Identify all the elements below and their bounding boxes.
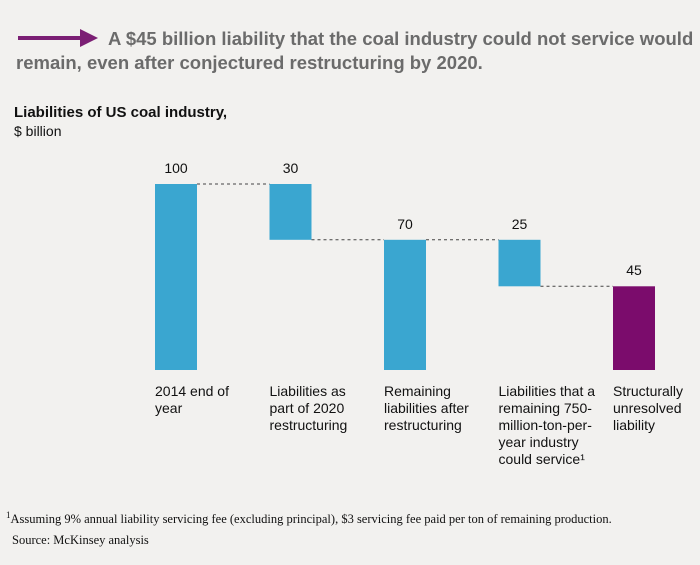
x-tick-label: Remaining liabilities after restructurin… (384, 383, 469, 433)
bar (155, 184, 197, 370)
value-label: 45 (626, 262, 642, 279)
bar (613, 286, 655, 370)
bar (384, 239, 426, 370)
arrow-head (80, 29, 98, 47)
chart-subtitle: $ billion (14, 123, 62, 139)
footnote-text: Assuming 9% annual liability servicing f… (10, 512, 612, 527)
footnote-marker: 1 (6, 510, 11, 520)
x-tick-label: Liabilities that a remaining 750-million… (498, 383, 596, 467)
value-label: 30 (282, 160, 299, 176)
headline: A $45 billion liability that the coal in… (16, 28, 694, 73)
value-label: 100 (164, 160, 188, 176)
footnote: 1Assuming 9% annual liability servicing … (6, 510, 612, 527)
value-label: 25 (511, 215, 528, 232)
bar (269, 184, 312, 240)
source: Source: McKinsey analysis (12, 533, 149, 547)
x-tick-label: 2014 end of year (155, 383, 229, 416)
bar (498, 239, 541, 287)
x-tick-label: Liabilities as part of 2020 restructurin… (269, 383, 348, 433)
chart-title: Liabilities of US coal industry, (14, 104, 228, 121)
x-tick-label: Structurally unresolved liability (613, 383, 684, 433)
value-label: 70 (397, 215, 413, 232)
